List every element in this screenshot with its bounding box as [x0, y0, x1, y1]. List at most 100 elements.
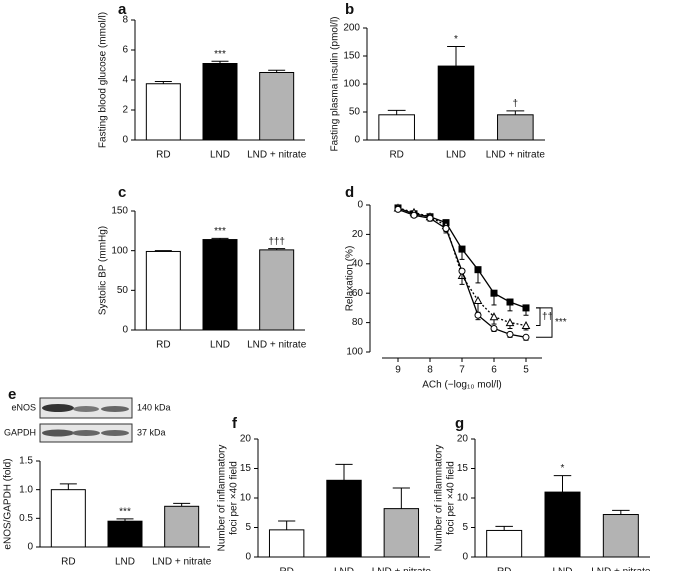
- point: [490, 324, 498, 332]
- x-tick-label: RD: [156, 340, 170, 351]
- bar: [378, 114, 415, 141]
- bar: [259, 249, 295, 331]
- blot-label: GAPDH: [4, 427, 36, 437]
- panel-letter: a: [118, 1, 127, 18]
- point: [489, 312, 499, 321]
- y-tick-label: 80: [352, 317, 364, 328]
- y-tick-label: 4: [122, 75, 128, 86]
- y-tick-label: 0: [122, 135, 128, 146]
- bar: [107, 520, 143, 548]
- panel-letter: f: [232, 415, 238, 432]
- y-axis-label: Systolic BP (mmHg): [98, 226, 109, 315]
- x-tick-label: LND: [446, 150, 466, 161]
- y-axis-label: foci per ×40 field: [446, 461, 457, 535]
- bar: [50, 489, 86, 548]
- series-line: [397, 207, 527, 327]
- x-tick-label: LND + nitrate: [486, 150, 546, 161]
- blot-size: 37 kDa: [137, 427, 166, 437]
- point: [458, 245, 466, 253]
- point: [505, 318, 515, 327]
- y-tick-label: 0: [354, 135, 360, 146]
- y-tick-label: 50: [117, 285, 129, 296]
- significance-label: ***: [555, 317, 567, 328]
- point: [490, 289, 498, 297]
- x-tick-label: LND + nitrate: [591, 567, 651, 571]
- point: [442, 225, 450, 233]
- y-tick-label: 0: [357, 200, 363, 211]
- y-tick-label: 0: [27, 542, 33, 553]
- bar: [145, 250, 181, 331]
- x-tick-label: LND + nitrate: [372, 567, 432, 571]
- y-tick-label: 15: [457, 463, 469, 474]
- y-tick-label: 50: [349, 107, 361, 118]
- point: [474, 266, 482, 274]
- y-tick-label: 1.0: [19, 484, 33, 495]
- point: [410, 211, 418, 219]
- point: [474, 311, 482, 319]
- bar: [202, 239, 238, 331]
- y-tick-label: 1.5: [19, 456, 33, 467]
- bar: [544, 491, 581, 558]
- bar: [326, 479, 362, 558]
- point: [522, 333, 530, 341]
- x-tick-label: 6: [491, 365, 497, 376]
- blot-band: [73, 406, 99, 412]
- point: [522, 304, 530, 312]
- blot-band: [42, 404, 74, 412]
- y-tick-label: 15: [240, 463, 252, 474]
- y-tick-label: 20: [352, 229, 364, 240]
- x-tick-label: RD: [61, 557, 75, 568]
- y-tick-label: 100: [343, 79, 360, 90]
- bar: [202, 63, 238, 141]
- y-tick-label: 60: [352, 288, 364, 299]
- significance-label: †††: [268, 236, 285, 247]
- x-tick-label: LND: [210, 340, 230, 351]
- y-tick-label: 150: [111, 206, 128, 217]
- x-tick-label: 7: [459, 365, 465, 376]
- y-tick-label: 6: [122, 45, 128, 56]
- y-tick-label: 5: [462, 522, 468, 533]
- bar: [497, 114, 534, 141]
- panel-letter: b: [345, 1, 354, 18]
- blot-band: [101, 406, 129, 412]
- panel-letter: e: [8, 386, 16, 403]
- point: [521, 320, 531, 330]
- blot-band: [101, 430, 129, 436]
- bar: [602, 514, 639, 558]
- blot-size: 140 kDa: [137, 402, 171, 412]
- x-tick-label: LND + nitrate: [247, 150, 307, 161]
- y-tick-label: 40: [352, 258, 364, 269]
- y-axis-label: Number of inflammatory: [434, 445, 445, 552]
- x-tick-label: RD: [156, 150, 170, 161]
- x-tick-label: 5: [523, 365, 529, 376]
- y-axis-label: Relaxation (%): [345, 246, 356, 312]
- point: [426, 214, 434, 222]
- x-tick-label: LND: [115, 557, 135, 568]
- point: [473, 295, 483, 305]
- panel-letter: g: [455, 415, 464, 432]
- point: [458, 267, 466, 275]
- y-tick-label: 100: [346, 347, 363, 358]
- bar: [268, 529, 305, 558]
- significance-label: ***: [119, 507, 131, 518]
- x-tick-label: LND + nitrate: [247, 340, 307, 351]
- x-tick-label: 9: [395, 365, 401, 376]
- significance-label: ***: [214, 49, 226, 60]
- point: [506, 330, 514, 338]
- x-tick-label: LND: [334, 567, 354, 571]
- blot-label: eNOS: [11, 402, 36, 412]
- blot-band: [42, 429, 74, 437]
- bar: [486, 529, 523, 558]
- y-tick-label: 20: [240, 434, 252, 445]
- x-tick-label: RD: [279, 567, 293, 571]
- point: [394, 205, 402, 213]
- point: [506, 298, 514, 306]
- x-tick-label: RD: [497, 567, 511, 571]
- y-tick-label: 2: [122, 105, 128, 116]
- bar: [259, 72, 295, 141]
- bar: [164, 505, 200, 548]
- bar: [383, 508, 420, 558]
- y-axis-label: Fasting blood glucose (mmol/l): [98, 12, 109, 148]
- x-tick-label: LND + nitrate: [152, 557, 212, 568]
